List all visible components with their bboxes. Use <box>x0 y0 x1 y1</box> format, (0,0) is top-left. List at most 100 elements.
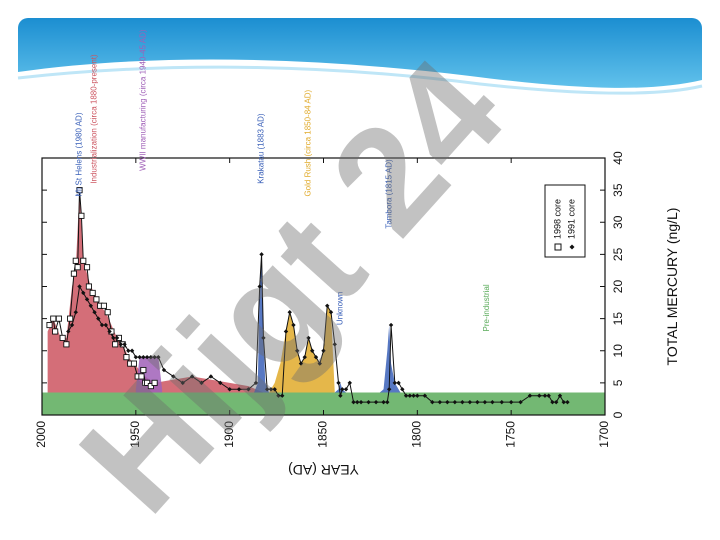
data-point-1991 <box>107 329 112 334</box>
data-point-1991 <box>227 387 232 392</box>
data-point-1991 <box>156 354 161 360</box>
data-point-1991 <box>261 335 266 341</box>
data-point-1991 <box>126 348 131 353</box>
y-tick-label: 30 <box>611 215 625 229</box>
data-point-1991 <box>310 348 315 353</box>
data-point-1991 <box>490 399 495 405</box>
data-point-1991 <box>118 342 124 347</box>
data-point-1991 <box>92 310 97 315</box>
data-point-1998 <box>104 309 111 316</box>
data-point-1991 <box>129 348 135 353</box>
data-point-1998 <box>72 257 79 264</box>
data-point-1991 <box>482 399 488 405</box>
data-point-1991 <box>276 393 281 398</box>
data-point-1991 <box>84 297 90 302</box>
data-point-1991 <box>400 387 405 392</box>
data-point-1991 <box>546 393 551 398</box>
annotation-wwii-manufacturing-circa-1940-45-ad: WWII manufacturing (circa 1940-45 AD) <box>138 29 147 171</box>
data-point-1991 <box>189 374 195 379</box>
data-point-1991 <box>96 316 101 321</box>
y-tick-label: 10 <box>611 344 625 358</box>
data-point-1991 <box>499 399 504 405</box>
data-point-1991 <box>508 399 514 405</box>
data-point-1991 <box>351 399 356 405</box>
x-tick-label: 1850 <box>316 421 330 448</box>
data-point-1991 <box>161 367 167 373</box>
data-point-1991 <box>141 354 146 360</box>
data-point-1998 <box>50 315 57 322</box>
data-point-1991 <box>321 348 326 353</box>
data-point-1998 <box>59 334 66 341</box>
data-point-1998 <box>147 383 154 390</box>
data-point-1991 <box>411 393 416 398</box>
x-tick-label: 1750 <box>503 421 517 448</box>
data-point-1991 <box>445 399 450 405</box>
data-point-1991 <box>306 335 311 341</box>
data-point-1991 <box>407 393 413 398</box>
data-point-1991 <box>358 399 364 405</box>
series-markers <box>46 187 570 405</box>
data-point-1991 <box>537 393 542 398</box>
data-point-1991 <box>66 329 71 334</box>
data-point-1998 <box>74 264 81 271</box>
data-point-1991 <box>280 393 285 398</box>
data-point-1991 <box>236 387 242 392</box>
data-point-1991 <box>253 380 259 386</box>
region-gold-rush <box>269 305 335 393</box>
data-point-1991 <box>542 393 548 398</box>
data-point-1991 <box>103 322 109 328</box>
data-point-1991 <box>257 284 262 289</box>
data-point-1991 <box>77 284 82 289</box>
data-point-1998 <box>144 379 151 386</box>
data-point-1998 <box>78 212 85 219</box>
data-point-1991 <box>171 374 176 379</box>
data-point-1998 <box>70 270 77 277</box>
data-point-1991 <box>73 310 78 315</box>
data-point-1998 <box>67 315 74 322</box>
annotation-gold-rush-circa-1850-84-ad: Gold Rush (circa 1850-84 AD) <box>304 89 313 196</box>
data-point-1991 <box>88 303 93 308</box>
data-point-1991 <box>268 387 274 392</box>
data-point-1991 <box>180 380 185 386</box>
data-point-1991 <box>218 380 223 386</box>
annotation-krakatau-1883-ad: Krakatau (1883 AD) <box>257 113 266 184</box>
data-point-1991 <box>561 399 566 405</box>
y-tick-label: 5 <box>611 379 625 386</box>
data-point-1991 <box>291 322 296 328</box>
data-point-1991 <box>199 380 204 386</box>
data-point-1998 <box>89 289 96 296</box>
data-point-1991 <box>415 393 420 398</box>
data-point-1991 <box>111 335 116 341</box>
legend-label: 1998 core <box>552 199 562 239</box>
region-industrialization <box>47 190 264 393</box>
y-tick-label: 35 <box>611 183 625 197</box>
data-point-1991 <box>328 310 334 315</box>
data-point-1991 <box>392 380 398 386</box>
data-point-1991 <box>114 335 120 341</box>
data-point-1991 <box>208 374 214 379</box>
data-point-1998 <box>55 315 62 322</box>
data-point-1991 <box>317 361 322 366</box>
legend-marker-square <box>554 243 562 251</box>
data-point-1991 <box>366 399 371 405</box>
x-tick-label: 1950 <box>128 421 142 448</box>
legend: 1998 core 1991 core <box>544 184 586 258</box>
data-point-1991 <box>385 399 390 405</box>
annotation-tambora-1815-ad: Tambora (1815 AD) <box>384 159 393 229</box>
y-axis-title: TOTAL MERCURY (ng/L) <box>664 208 680 366</box>
data-point-1998 <box>151 379 158 386</box>
data-point-1998 <box>93 296 100 303</box>
data-point-1991 <box>355 399 360 405</box>
data-point-1998 <box>80 257 87 264</box>
data-point-1998 <box>63 341 70 348</box>
data-point-1991 <box>69 322 75 328</box>
annotation-industrialization-circa-1880-present: Industrialization (circa 1880-present) <box>90 54 99 184</box>
data-point-1991 <box>287 310 292 315</box>
data-point-1991 <box>475 399 480 405</box>
data-point-1991 <box>148 354 154 360</box>
data-point-1991 <box>332 342 337 347</box>
x-tick-label: 1900 <box>222 421 236 448</box>
data-point-1991 <box>265 387 270 392</box>
